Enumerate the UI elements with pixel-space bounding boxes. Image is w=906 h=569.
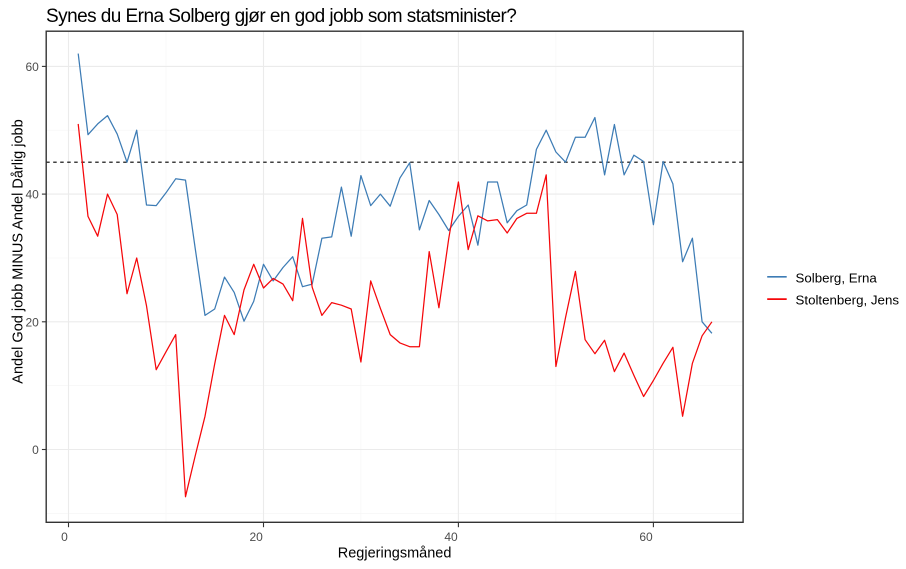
svg-text:60: 60 [25, 60, 39, 74]
svg-text:Stoltenberg, Jens: Stoltenberg, Jens [796, 293, 900, 308]
svg-text:Andel God jobb MINUS Andel Dår: Andel God jobb MINUS Andel Dårlig jobb [11, 119, 27, 383]
svg-text:40: 40 [444, 530, 458, 544]
svg-text:Synes du Erna Solberg gjør en: Synes du Erna Solberg gjør en god jobb s… [46, 6, 516, 27]
svg-text:20: 20 [25, 315, 39, 329]
svg-text:Regjeringsmåned: Regjeringsmåned [338, 545, 452, 561]
svg-text:60: 60 [639, 530, 653, 544]
svg-text:Solberg, Erna: Solberg, Erna [796, 270, 878, 285]
svg-text:0: 0 [61, 530, 68, 544]
svg-text:40: 40 [25, 188, 39, 202]
svg-text:20: 20 [249, 530, 263, 544]
svg-text:0: 0 [32, 443, 39, 457]
